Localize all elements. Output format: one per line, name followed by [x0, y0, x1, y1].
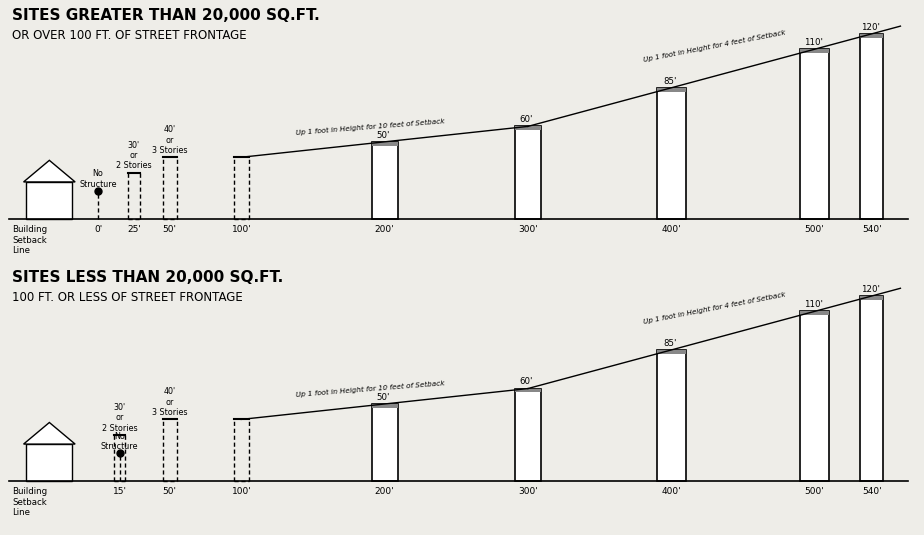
Bar: [515, 388, 541, 481]
Text: 60': 60': [519, 377, 533, 386]
Text: 500': 500': [805, 487, 824, 496]
Text: 50': 50': [376, 393, 390, 402]
Bar: [860, 34, 883, 37]
Bar: [657, 350, 686, 481]
Text: 120': 120': [861, 285, 880, 294]
Text: 100': 100': [232, 225, 251, 234]
Text: 100 FT. OR LESS OF STREET FRONTAGE: 100 FT. OR LESS OF STREET FRONTAGE: [12, 292, 243, 304]
Text: 200': 200': [375, 225, 395, 234]
Bar: [371, 404, 397, 481]
Text: 540': 540': [862, 225, 881, 234]
Text: 50': 50': [376, 131, 390, 140]
Text: Up 1 foot in Height for 4 feet of Setback: Up 1 foot in Height for 4 feet of Setbac…: [642, 29, 785, 63]
Text: 400': 400': [662, 225, 681, 234]
Text: 110': 110': [804, 300, 822, 309]
Bar: [515, 126, 541, 219]
Text: Up 1 foot in Height for 10 feet of Setback: Up 1 foot in Height for 10 feet of Setba…: [296, 118, 445, 136]
Text: 15': 15': [113, 487, 127, 496]
Text: 540': 540': [862, 487, 881, 496]
Bar: [800, 49, 829, 53]
Text: 100': 100': [232, 487, 251, 496]
Bar: [657, 88, 686, 219]
Bar: [800, 311, 829, 481]
Text: 200': 200': [375, 487, 395, 496]
Text: 0': 0': [94, 225, 103, 234]
Text: 120': 120': [861, 22, 880, 32]
Text: 110': 110': [804, 38, 822, 47]
Bar: [371, 142, 397, 219]
Text: Building
Setback
Line: Building Setback Line: [12, 487, 47, 517]
Text: 300': 300': [518, 487, 538, 496]
Text: No
Structure: No Structure: [79, 170, 116, 189]
Bar: [371, 404, 397, 408]
Text: OR OVER 100 FT. OF STREET FRONTAGE: OR OVER 100 FT. OF STREET FRONTAGE: [12, 29, 247, 42]
Polygon shape: [24, 160, 75, 182]
Text: 30'
or
2 Stories: 30' or 2 Stories: [102, 403, 138, 432]
Text: 60': 60': [519, 115, 533, 124]
Bar: [860, 296, 883, 481]
Bar: [657, 350, 686, 354]
Text: 85': 85': [663, 339, 676, 348]
Text: No
Structure: No Structure: [101, 432, 139, 451]
Text: 500': 500': [805, 225, 824, 234]
Text: 40'
or
3 Stories: 40' or 3 Stories: [152, 125, 188, 155]
Text: Up 1 foot in Height for 4 feet of Setback: Up 1 foot in Height for 4 feet of Setbac…: [642, 292, 785, 325]
Bar: [515, 388, 541, 392]
Text: 85': 85': [663, 77, 676, 86]
Bar: [27, 182, 72, 219]
Text: 50': 50': [163, 487, 176, 496]
Polygon shape: [24, 423, 75, 444]
Text: Up 1 foot in Height for 10 feet of Setback: Up 1 foot in Height for 10 feet of Setba…: [296, 380, 445, 398]
Bar: [860, 34, 883, 219]
Bar: [800, 49, 829, 219]
Text: SITES LESS THAN 20,000 SQ.FT.: SITES LESS THAN 20,000 SQ.FT.: [12, 270, 284, 285]
Text: 25': 25': [127, 225, 140, 234]
Text: 30'
or
2 Stories: 30' or 2 Stories: [116, 141, 152, 170]
Text: 40'
or
3 Stories: 40' or 3 Stories: [152, 387, 188, 417]
Bar: [515, 126, 541, 130]
Bar: [371, 142, 397, 146]
Text: SITES GREATER THAN 20,000 SQ.FT.: SITES GREATER THAN 20,000 SQ.FT.: [12, 7, 320, 22]
Text: 400': 400': [662, 487, 681, 496]
Text: 300': 300': [518, 225, 538, 234]
Bar: [800, 311, 829, 315]
Bar: [860, 296, 883, 300]
Text: Building
Setback
Line: Building Setback Line: [12, 225, 47, 255]
Bar: [27, 444, 72, 481]
Text: 50': 50': [163, 225, 176, 234]
Bar: [657, 88, 686, 91]
